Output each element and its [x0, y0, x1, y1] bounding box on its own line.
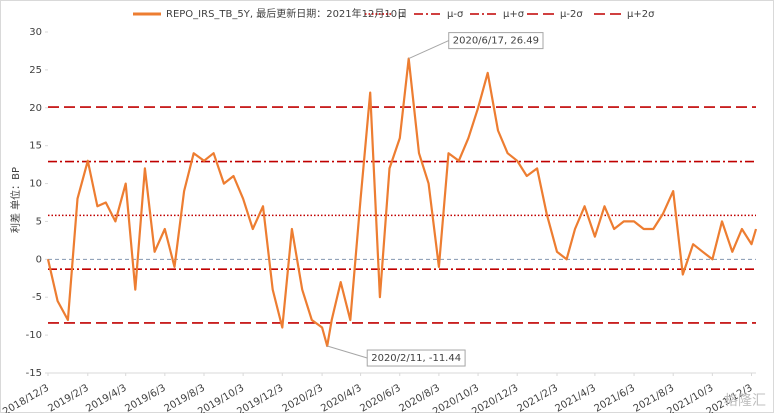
annotation-leader — [327, 345, 368, 359]
y-tick-label: 10 — [29, 179, 42, 190]
annotation-label: 2020/6/17, 26.49 — [453, 36, 539, 47]
legend-label: μ-2σ — [560, 9, 583, 20]
y-tick-label: 20 — [29, 103, 42, 114]
series-line — [46, 57, 758, 348]
y-tick-label: -10 — [26, 330, 42, 341]
annotation-box — [448, 32, 544, 50]
annotation-leader — [408, 40, 449, 60]
y-tick-label: 5 — [36, 216, 42, 227]
annotation-box — [366, 349, 466, 367]
watermark: 格隆汇 — [724, 393, 766, 409]
legend-label: μ+σ — [503, 9, 525, 20]
y-tick-label: 25 — [29, 65, 42, 76]
y-tick-label: 15 — [29, 141, 42, 152]
y-tick-label: -15 — [26, 368, 42, 379]
y-tick-label: 30 — [29, 27, 42, 38]
legend-label: REPO_IRS_TB_5Y, 最后更新日期：2021年12月10日 — [166, 7, 407, 20]
y-tick-label: 0 — [36, 254, 42, 265]
annotation-label: 2020/2/11, -11.44 — [371, 353, 461, 364]
legend-label: μ — [398, 9, 405, 20]
y-tick-label: -5 — [32, 292, 42, 303]
legend-label: μ+2σ — [627, 9, 655, 20]
y-axis-label: 利差 单位：BP — [9, 167, 22, 233]
legend-label: μ-σ — [447, 9, 464, 20]
